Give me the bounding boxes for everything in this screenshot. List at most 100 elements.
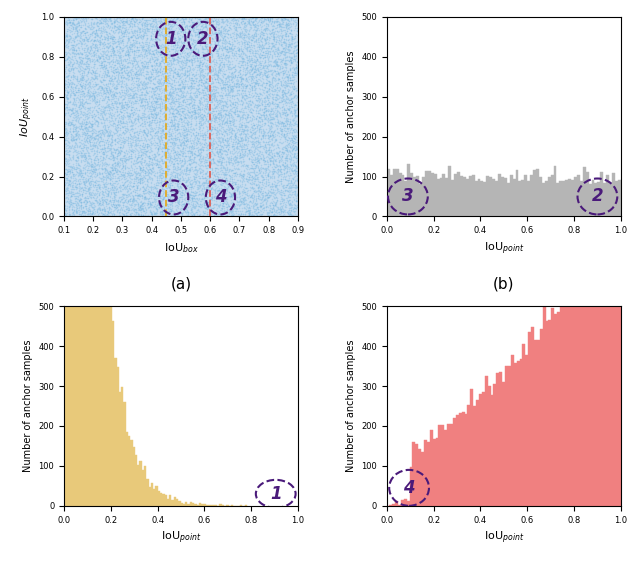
Point [168, 164, 179, 173]
Bar [156, 486, 157, 506]
Point [63, 137, 73, 146]
Point [232, 38, 243, 47]
Point [114, 201, 124, 210]
Point [60, 135, 70, 144]
Point [253, 60, 264, 69]
Point [244, 202, 254, 211]
Point [125, 19, 136, 28]
Point [253, 79, 264, 88]
Point [79, 123, 89, 132]
Point [202, 42, 212, 51]
Bar [454, 174, 457, 216]
Point [272, 111, 282, 120]
Point [61, 25, 72, 34]
Point [60, 110, 70, 119]
Point [145, 83, 155, 92]
Point [257, 40, 268, 49]
Point [61, 35, 72, 44]
Point [224, 67, 234, 76]
Point [244, 206, 254, 215]
Point [259, 51, 269, 60]
Point [60, 80, 70, 89]
Point [94, 83, 104, 92]
Point [275, 161, 285, 170]
Point [253, 64, 263, 73]
Point [220, 147, 230, 156]
Point [220, 22, 230, 31]
Point [144, 114, 154, 123]
Point [256, 15, 266, 24]
Point [73, 43, 83, 52]
Point [170, 84, 180, 93]
Point [280, 43, 291, 52]
Point [161, 20, 171, 29]
Point [68, 29, 79, 38]
Point [164, 121, 175, 130]
Point [284, 171, 294, 180]
Point [59, 209, 69, 218]
Point [79, 36, 89, 45]
Point [74, 53, 84, 62]
Point [87, 74, 97, 83]
Point [140, 100, 150, 109]
Point [69, 89, 79, 98]
Point [265, 173, 275, 182]
Point [69, 114, 79, 123]
Point [110, 124, 120, 133]
Point [164, 105, 175, 114]
Point [225, 174, 235, 183]
Point [269, 42, 279, 51]
Point [90, 201, 100, 210]
Point [238, 89, 248, 98]
Point [106, 99, 116, 108]
Point [170, 111, 180, 120]
Point [260, 16, 271, 25]
Point [79, 83, 90, 92]
Point [74, 167, 84, 176]
Point [233, 70, 243, 79]
Point [96, 31, 106, 40]
Point [103, 21, 113, 30]
Point [203, 79, 213, 88]
Point [185, 137, 195, 146]
Point [157, 184, 168, 193]
Point [256, 166, 266, 175]
Point [220, 150, 230, 159]
Point [291, 212, 301, 221]
Point [216, 30, 226, 39]
Point [246, 145, 256, 154]
Point [279, 171, 289, 180]
Point [159, 75, 169, 84]
Point [218, 106, 228, 115]
Point [83, 130, 93, 139]
Point [259, 15, 269, 24]
Point [107, 160, 117, 169]
Point [202, 14, 212, 23]
Point [157, 63, 168, 72]
Point [245, 175, 255, 184]
Point [118, 34, 129, 43]
Point [175, 121, 186, 130]
Point [172, 40, 182, 49]
Point [195, 58, 205, 67]
Point [227, 183, 237, 192]
Point [146, 137, 156, 146]
Point [138, 186, 148, 195]
Point [216, 196, 227, 205]
Point [109, 13, 119, 22]
Point [182, 88, 192, 97]
Point [70, 193, 81, 202]
Point [102, 184, 113, 193]
Point [291, 59, 301, 68]
Point [86, 145, 97, 154]
Point [154, 178, 164, 187]
Point [264, 77, 275, 86]
Point [253, 65, 263, 74]
Point [255, 201, 266, 210]
Point [278, 143, 289, 152]
Point [130, 114, 140, 123]
Point [100, 103, 110, 112]
Point [129, 17, 140, 26]
Point [260, 95, 270, 104]
Point [203, 202, 213, 211]
